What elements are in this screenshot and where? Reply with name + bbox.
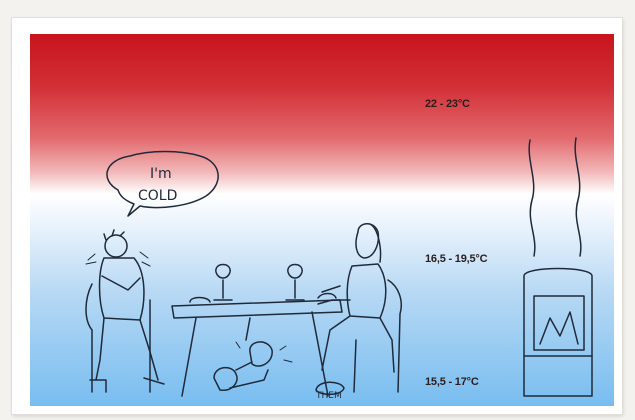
warm-person-figure [315, 223, 402, 395]
speech-bubble-line1: I'm [150, 166, 172, 182]
temperature-gradient [30, 34, 614, 406]
speech-bubble: I'm COLD [106, 150, 219, 217]
dog-figure [213, 341, 293, 391]
temperature-label-bottom: 15,5 - 17°C [425, 376, 479, 388]
floor-label: THEM [315, 391, 342, 401]
cold-person-figure [85, 229, 165, 393]
temperature-label-middle: 16,5 - 19,5°C [425, 253, 488, 265]
dining-table [171, 263, 343, 397]
stove-figure [523, 137, 593, 397]
temperature-label-top: 22 - 23°C [425, 98, 470, 110]
speech-bubble-line2: COLD [138, 188, 177, 204]
